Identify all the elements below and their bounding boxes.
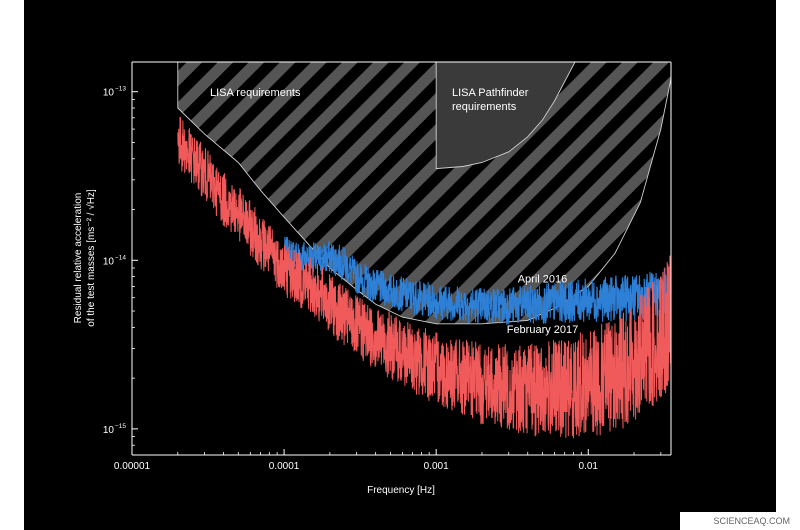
y-tick-label: 10: [103, 88, 115, 99]
y-tick-label: 10: [103, 256, 115, 267]
x-tick-label: 0.001: [424, 461, 449, 472]
y-axis-title-line2: of the test masses [ms⁻² / √Hz]: [85, 189, 97, 327]
credit-text: SCIENCEAQ.COM: [713, 516, 790, 526]
y-axis-title-line1: Residual relative acceleration: [73, 193, 84, 324]
series-april-2016-label: April 2016: [518, 273, 568, 285]
credit-background: [680, 512, 800, 530]
y-tick-exponent: −13: [115, 86, 126, 93]
x-tick-label: 0.0001: [269, 461, 300, 472]
plot-area: [177, 62, 671, 439]
y-axis-title: Residual relative acceleration of the te…: [73, 189, 97, 327]
y-tick-exponent: −15: [115, 423, 126, 430]
y-tick-label: 10: [103, 425, 115, 436]
lisa-pathfinder-label-line2: requirements: [452, 101, 517, 113]
lisa-requirements-region: [177, 62, 671, 325]
lisa-requirements-label: LISA requirements: [210, 87, 301, 99]
x-axis-title: Frequency [Hz]: [367, 485, 435, 496]
series-february-2017-label: February 2017: [507, 324, 579, 336]
lisa-pathfinder-requirements-region: [435, 62, 576, 170]
x-tick-label: 0.01: [579, 461, 599, 472]
x-tick-label: 0.00001: [114, 461, 151, 472]
series-february-2017-line: [177, 116, 671, 439]
lisa-pathfinder-label-line1: LISA Pathfinder: [452, 87, 529, 99]
series-april-2016-line: [283, 236, 671, 325]
y-tick-exponent: −14: [115, 254, 126, 261]
